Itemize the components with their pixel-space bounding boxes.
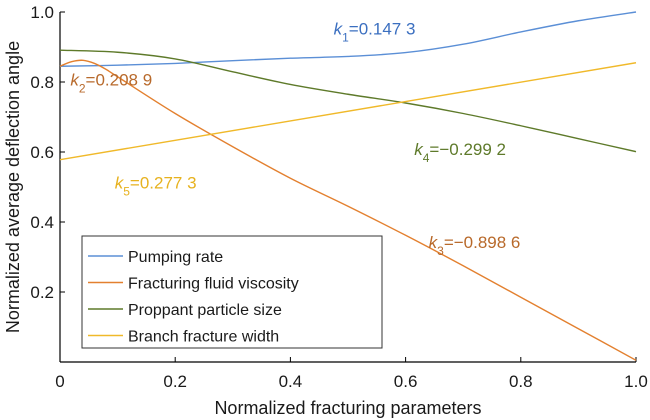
legend-label-2: Fracturing fluid viscosity (128, 276, 299, 293)
x-tick-label: 0.4 (279, 372, 303, 391)
slope-annotation: k3=−0.898 6 (429, 233, 521, 258)
x-tick-label: 0 (55, 372, 64, 391)
legend-label-4: Branch fracture width (128, 329, 279, 346)
x-ticks: 0 0.2 0.4 0.6 0.8 1.0 (55, 357, 648, 391)
series-line-2 (59, 59, 637, 361)
y-tick-label: 0.4 (30, 213, 54, 232)
y-tick-label: 0.6 (30, 143, 54, 162)
legend-label-3: Proppant particle size (128, 302, 282, 319)
slope-annotation: k2=0.208 9 (70, 71, 152, 96)
legend-box (81, 235, 383, 349)
x-tick-label: 0.6 (394, 372, 418, 391)
x-tick-label: 1.0 (624, 372, 648, 391)
x-tick-label: 0.8 (509, 372, 533, 391)
y-tick-label: 0.2 (30, 283, 54, 302)
series-layer (59, 11, 637, 361)
legend-label-1: Pumping rate (128, 249, 223, 266)
legend: Pumping rate Fracturing fluid viscosity Pr… (81, 235, 383, 349)
series-line-1 (59, 11, 637, 67)
y-axis-title: Normalized average deflection angle (3, 41, 23, 333)
series-line-4 (59, 62, 637, 161)
y-tick-label: 1.0 (30, 3, 54, 22)
y-ticks: 0.2 0.4 0.6 0.8 1.0 (30, 3, 65, 302)
x-axis-title: Normalized fracturing parameters (214, 398, 481, 418)
x-tick-label: 0.2 (163, 372, 187, 391)
y-tick-label: 0.8 (30, 73, 54, 92)
series-line-3 (59, 49, 637, 153)
slope-annotation: k4=−0.299 2 (414, 140, 506, 165)
slope-annotation: k1=0.147 3 (334, 19, 416, 44)
annotation-layer: k1=0.147 3 k2=0.208 9 k4=−0.299 2 k5=0.277 … (70, 19, 520, 258)
slope-annotation: k5=0.277 3 (115, 173, 197, 198)
